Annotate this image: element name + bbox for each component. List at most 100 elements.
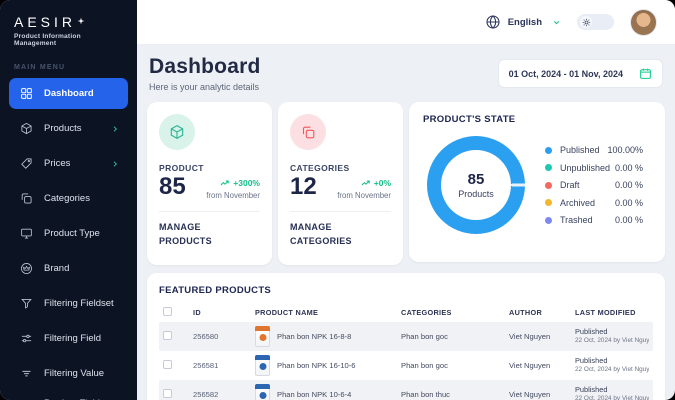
- product-category: Phan bon thuc: [401, 390, 509, 399]
- trend-value: +300%: [233, 178, 260, 188]
- logo-subtitle: Product Information Management: [14, 33, 123, 47]
- trend-note: from November: [337, 191, 391, 200]
- sidebar-item-product-type[interactable]: Product Type: [9, 216, 128, 251]
- page-title: Dashboard: [149, 55, 261, 79]
- state-legend: Published 100.00% Unpublished 0.00 % Dra…: [545, 145, 647, 225]
- copy-icon: [290, 114, 326, 150]
- product-category: Phan bon goc: [401, 332, 509, 341]
- product-category: Phan bon goc: [401, 361, 509, 370]
- top-bar: English: [137, 0, 675, 45]
- crown-icon: [19, 262, 33, 276]
- language-selector[interactable]: English: [485, 14, 561, 30]
- sidebar-item-brand[interactable]: Brand: [9, 251, 128, 286]
- page-subtitle: Here is your analytic details: [149, 82, 261, 92]
- content-area: Dashboard Here is your analytic details …: [137, 45, 675, 400]
- legend-item-draft: Draft 0.00 %: [545, 180, 643, 190]
- featured-products-title: FEATURED PRODUCTS: [159, 285, 653, 296]
- product-state-card: PRODUCT'S STATE 85 Products Published: [409, 102, 665, 262]
- logo-text: AESIR: [14, 14, 76, 30]
- donut-center-value: 85: [468, 171, 485, 188]
- trend-note: from November: [206, 191, 260, 200]
- menu-section-label: MAIN MENU: [14, 64, 123, 71]
- legend-item-archived: Archived 0.00 %: [545, 198, 643, 208]
- globe-icon: [485, 14, 501, 30]
- box-icon: [19, 122, 33, 136]
- funnel-icon: [19, 297, 33, 311]
- calendar-icon: [639, 67, 652, 80]
- tag-icon: [19, 157, 33, 171]
- legend-item-unpublished: Unpublished 0.00 %: [545, 163, 643, 173]
- app-window: AESIR Product Information Management MAI…: [0, 0, 675, 400]
- product-name: Phan bon NPK 10-6-4: [277, 390, 351, 399]
- donut-chart: 85 Products: [427, 136, 525, 234]
- legend-dot: [545, 164, 552, 171]
- sidebar-item-categories[interactable]: Categories: [9, 181, 128, 216]
- sidebar-item-product-field-value[interactable]: Product Field Value: [9, 391, 128, 400]
- sun-icon: [580, 16, 592, 28]
- trend-up-icon: [220, 179, 230, 187]
- sidebar-item-dashboard[interactable]: Dashboard: [9, 78, 128, 109]
- logo[interactable]: AESIR: [14, 14, 123, 30]
- grid-icon: [19, 87, 33, 101]
- legend-item-trashed: Trashed 0.00 %: [545, 215, 643, 225]
- sidebar-item-products[interactable]: Products: [9, 111, 128, 146]
- select-all-checkbox[interactable]: [163, 307, 172, 316]
- divider: [290, 211, 391, 212]
- table-header: ID PRODUCT NAME CATEGORIES AUTHOR LAST M…: [159, 302, 653, 322]
- stat-label: CATEGORIES: [290, 163, 391, 173]
- stat-value: 12: [290, 174, 317, 200]
- status-badge: Published: [575, 356, 649, 366]
- legend-item-published: Published 100.00%: [545, 145, 643, 155]
- product-name: Phan bon NPK 16-10-6: [277, 361, 356, 370]
- product-thumbnail: [255, 326, 270, 347]
- table-row[interactable]: 256581 Phan bon NPK 16-10-6 Phan bon goc…: [159, 351, 653, 380]
- product-author: Viet Nguyen: [509, 390, 575, 399]
- avatar[interactable]: [630, 9, 657, 36]
- product-name: Phan bon NPK 16-8-8: [277, 332, 351, 341]
- sidebar-item-filtering-value[interactable]: Filtering Value: [9, 356, 128, 391]
- package-icon: [159, 114, 195, 150]
- table-row[interactable]: 256580 Phan bon NPK 16-8-8 Phan bon goc …: [159, 322, 653, 351]
- copy-icon: [19, 192, 33, 206]
- sliders-icon: [19, 332, 33, 346]
- chevron-down-icon: [552, 18, 561, 27]
- modified-date: 22 Oct, 2024 by Viet Nguyen: [575, 395, 649, 400]
- sidebar-item-prices[interactable]: Prices: [9, 146, 128, 181]
- row-checkbox[interactable]: [163, 360, 172, 369]
- row-checkbox[interactable]: [163, 331, 172, 340]
- modified-date: 22 Oct, 2024 by Viet Nguyen: [575, 337, 649, 346]
- sidebar-item-filtering-fieldset[interactable]: Filtering Fieldset: [9, 286, 128, 321]
- divider: [159, 211, 260, 212]
- product-author: Viet Nguyen: [509, 332, 575, 341]
- table-row[interactable]: 256582 Phan bon NPK 10-6-4 Phan bon thuc…: [159, 380, 653, 400]
- status-badge: Published: [575, 327, 649, 337]
- product-state-title: PRODUCT'S STATE: [423, 114, 651, 125]
- sidebar-item-filtering-field[interactable]: Filtering Field: [9, 321, 128, 356]
- donut-center-label: Products: [458, 189, 494, 199]
- product-thumbnail: [255, 355, 270, 376]
- date-range-value: 01 Oct, 2024 - 01 Nov, 2024: [509, 69, 623, 79]
- chevron-right-icon: [111, 125, 119, 133]
- main-column: English Dashboard Here is your analytic …: [137, 0, 675, 400]
- language-label: English: [508, 17, 542, 28]
- product-author: Viet Nguyen: [509, 361, 575, 370]
- status-badge: Published: [575, 385, 649, 395]
- product-stat-card: PRODUCT 85 +300% from November: [147, 102, 272, 265]
- legend-dot: [545, 199, 552, 206]
- stat-label: PRODUCT: [159, 163, 260, 173]
- legend-dot: [545, 147, 552, 154]
- manage-categories-link[interactable]: MANAGE CATEGORIES: [290, 221, 362, 249]
- sidebar-nav: Dashboard Products Prices Cat: [0, 76, 137, 400]
- featured-products-panel: FEATURED PRODUCTS ID PRODUCT NAME CATEGO…: [147, 273, 665, 400]
- legend-dot: [545, 217, 552, 224]
- chevron-right-icon: [111, 160, 119, 168]
- manage-products-link[interactable]: MANAGE PRODUCTS: [159, 221, 231, 249]
- theme-toggle[interactable]: [577, 14, 614, 30]
- filter-lines-icon: [19, 367, 33, 381]
- product-thumbnail: [255, 384, 270, 400]
- trend-up-icon: [361, 179, 371, 187]
- row-checkbox[interactable]: [163, 389, 172, 398]
- date-range-picker[interactable]: 01 Oct, 2024 - 01 Nov, 2024: [498, 59, 663, 88]
- modified-date: 22 Oct, 2024 by Viet Nguyen: [575, 366, 649, 375]
- trend-value: +0%: [374, 178, 391, 188]
